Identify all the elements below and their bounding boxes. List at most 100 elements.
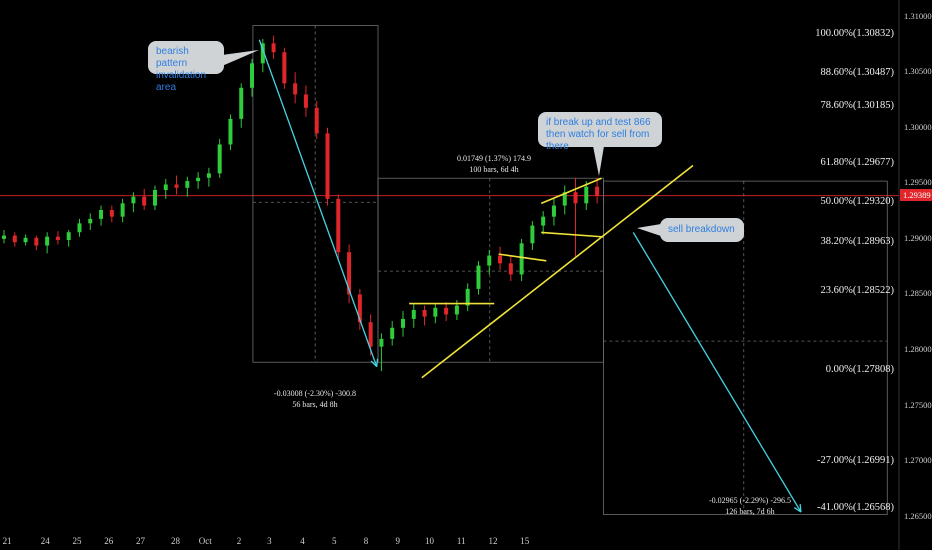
time-tick: 10 — [424, 536, 434, 546]
candle-body — [595, 186, 600, 196]
measure-projection-bars: 126 bars, 7d 6h — [725, 507, 775, 516]
projected-sell-arrow — [632, 232, 802, 513]
candle — [45, 232, 50, 254]
candle — [55, 231, 60, 245]
candle-body — [422, 310, 427, 317]
candle-body — [519, 243, 524, 275]
candle-body — [23, 237, 28, 243]
time-tick: 27 — [136, 536, 146, 546]
candle-body — [174, 184, 179, 188]
candle — [411, 303, 416, 328]
time-tick: 11 — [456, 536, 466, 546]
price-tick: 1.31000 — [904, 10, 932, 21]
time-tick: 9 — [395, 536, 400, 546]
candle — [530, 221, 535, 250]
candle — [239, 83, 244, 128]
candle — [271, 35, 276, 59]
candle — [282, 47, 287, 89]
candle — [163, 178, 168, 199]
measure-rise-bars: 100 bars, 6d 4h — [469, 165, 519, 174]
candle — [23, 234, 28, 246]
candle-body — [530, 225, 535, 244]
candle-body — [476, 265, 481, 289]
last-price-badge: 1.29389 — [900, 188, 932, 201]
candle — [303, 85, 308, 117]
candle — [217, 138, 222, 178]
candle-body — [400, 318, 405, 328]
drawing-tools — [258, 39, 802, 513]
candle-body — [357, 294, 362, 323]
candle-body — [152, 190, 157, 206]
candle-body — [185, 181, 190, 188]
fib-level-50: 50.00%(1.29320) — [820, 196, 895, 208]
fib-level-neg41: -41.00%(1.26568) — [817, 502, 894, 514]
candle-body — [325, 133, 330, 199]
price-tick: 1.27500 — [904, 399, 932, 410]
candle — [293, 72, 298, 104]
bearish-move-arrow-shaft — [258, 39, 378, 367]
fib-level-236: 23.60%(1.28522) — [820, 285, 895, 296]
projected-sell-arrow-shaft — [632, 232, 802, 513]
measure-label-projection: -0.02965 (-2.29%) -296.5 126 bars, 7d 6h — [698, 495, 802, 517]
fib-level-786: 78.60%(1.30185) — [820, 100, 895, 112]
time-tick: 5 — [331, 536, 337, 546]
price-tick: 1.29000 — [904, 232, 932, 243]
fib-level-neg27: -27.00%(1.26991) — [817, 455, 894, 467]
fib-level-100: 100.00%(1.30832) — [815, 28, 894, 40]
candle-body — [347, 252, 352, 295]
callout-tail-sell — [637, 224, 661, 236]
candle-body — [368, 322, 373, 347]
candle-body — [66, 232, 71, 240]
candle-body — [206, 173, 211, 178]
price-tick: 1.27000 — [904, 455, 932, 466]
candle-body — [282, 52, 287, 84]
candle — [99, 205, 104, 226]
callout-bearish-invalidation: bearish pattern invalidation area — [148, 41, 224, 93]
candle-body — [12, 235, 17, 243]
candle-body — [390, 327, 395, 339]
time-tick: 21 — [2, 536, 12, 546]
candle — [77, 218, 82, 237]
callout-tail-bearish — [222, 50, 259, 66]
price-tick: 1.26500 — [904, 510, 932, 521]
fib-level-0: 0.00%(1.27808) — [825, 364, 894, 376]
candle — [250, 58, 255, 97]
price-tick: 1.28000 — [904, 344, 932, 354]
time-tick: 12 — [488, 536, 498, 546]
candle-body — [541, 216, 546, 226]
candle — [573, 177, 578, 257]
rising-support-trendline — [421, 164, 694, 379]
candle — [487, 250, 492, 275]
callout-break-up-text: if break up and test 866 then watch for … — [546, 117, 651, 152]
candle-body — [573, 192, 578, 204]
candle-body — [444, 307, 449, 315]
measure-label-drop: -0.03008 (-2.30%) -300.8 56 bars, 4d 8h — [265, 388, 365, 410]
candle — [498, 246, 503, 270]
measure-drop-bars: 56 bars, 4d 8h — [292, 400, 338, 409]
candle-body — [379, 338, 384, 347]
candle-body — [465, 288, 470, 306]
candle-body — [271, 43, 276, 53]
measure-drop-change: -0.03008 (-2.30%) -300.8 — [274, 389, 356, 398]
callout-sell-text: sell breakdown — [668, 224, 735, 235]
candle — [260, 38, 265, 73]
callout-tail-break-up — [593, 146, 604, 176]
time-tick: 28 — [170, 536, 180, 546]
candle-body — [551, 205, 556, 217]
candle-body — [411, 310, 416, 319]
fib-level-618: 61.80%(1.29677) — [820, 156, 895, 168]
candle — [347, 244, 352, 304]
candle-body — [99, 210, 104, 219]
time-tick: 2 — [236, 536, 242, 546]
candle-body — [336, 198, 341, 253]
candle — [120, 198, 125, 223]
time-tick: Oct — [198, 536, 212, 546]
candle — [131, 192, 136, 213]
candle-body — [55, 236, 60, 240]
channel-bottom-line — [541, 231, 604, 238]
candle — [109, 205, 114, 223]
measure-label-rise: 0.01749 (1.37%) 174.9 100 bars, 6d 4h — [444, 153, 544, 175]
measure-projection-change: -0.02965 (-2.29%) -296.5 — [709, 496, 791, 505]
